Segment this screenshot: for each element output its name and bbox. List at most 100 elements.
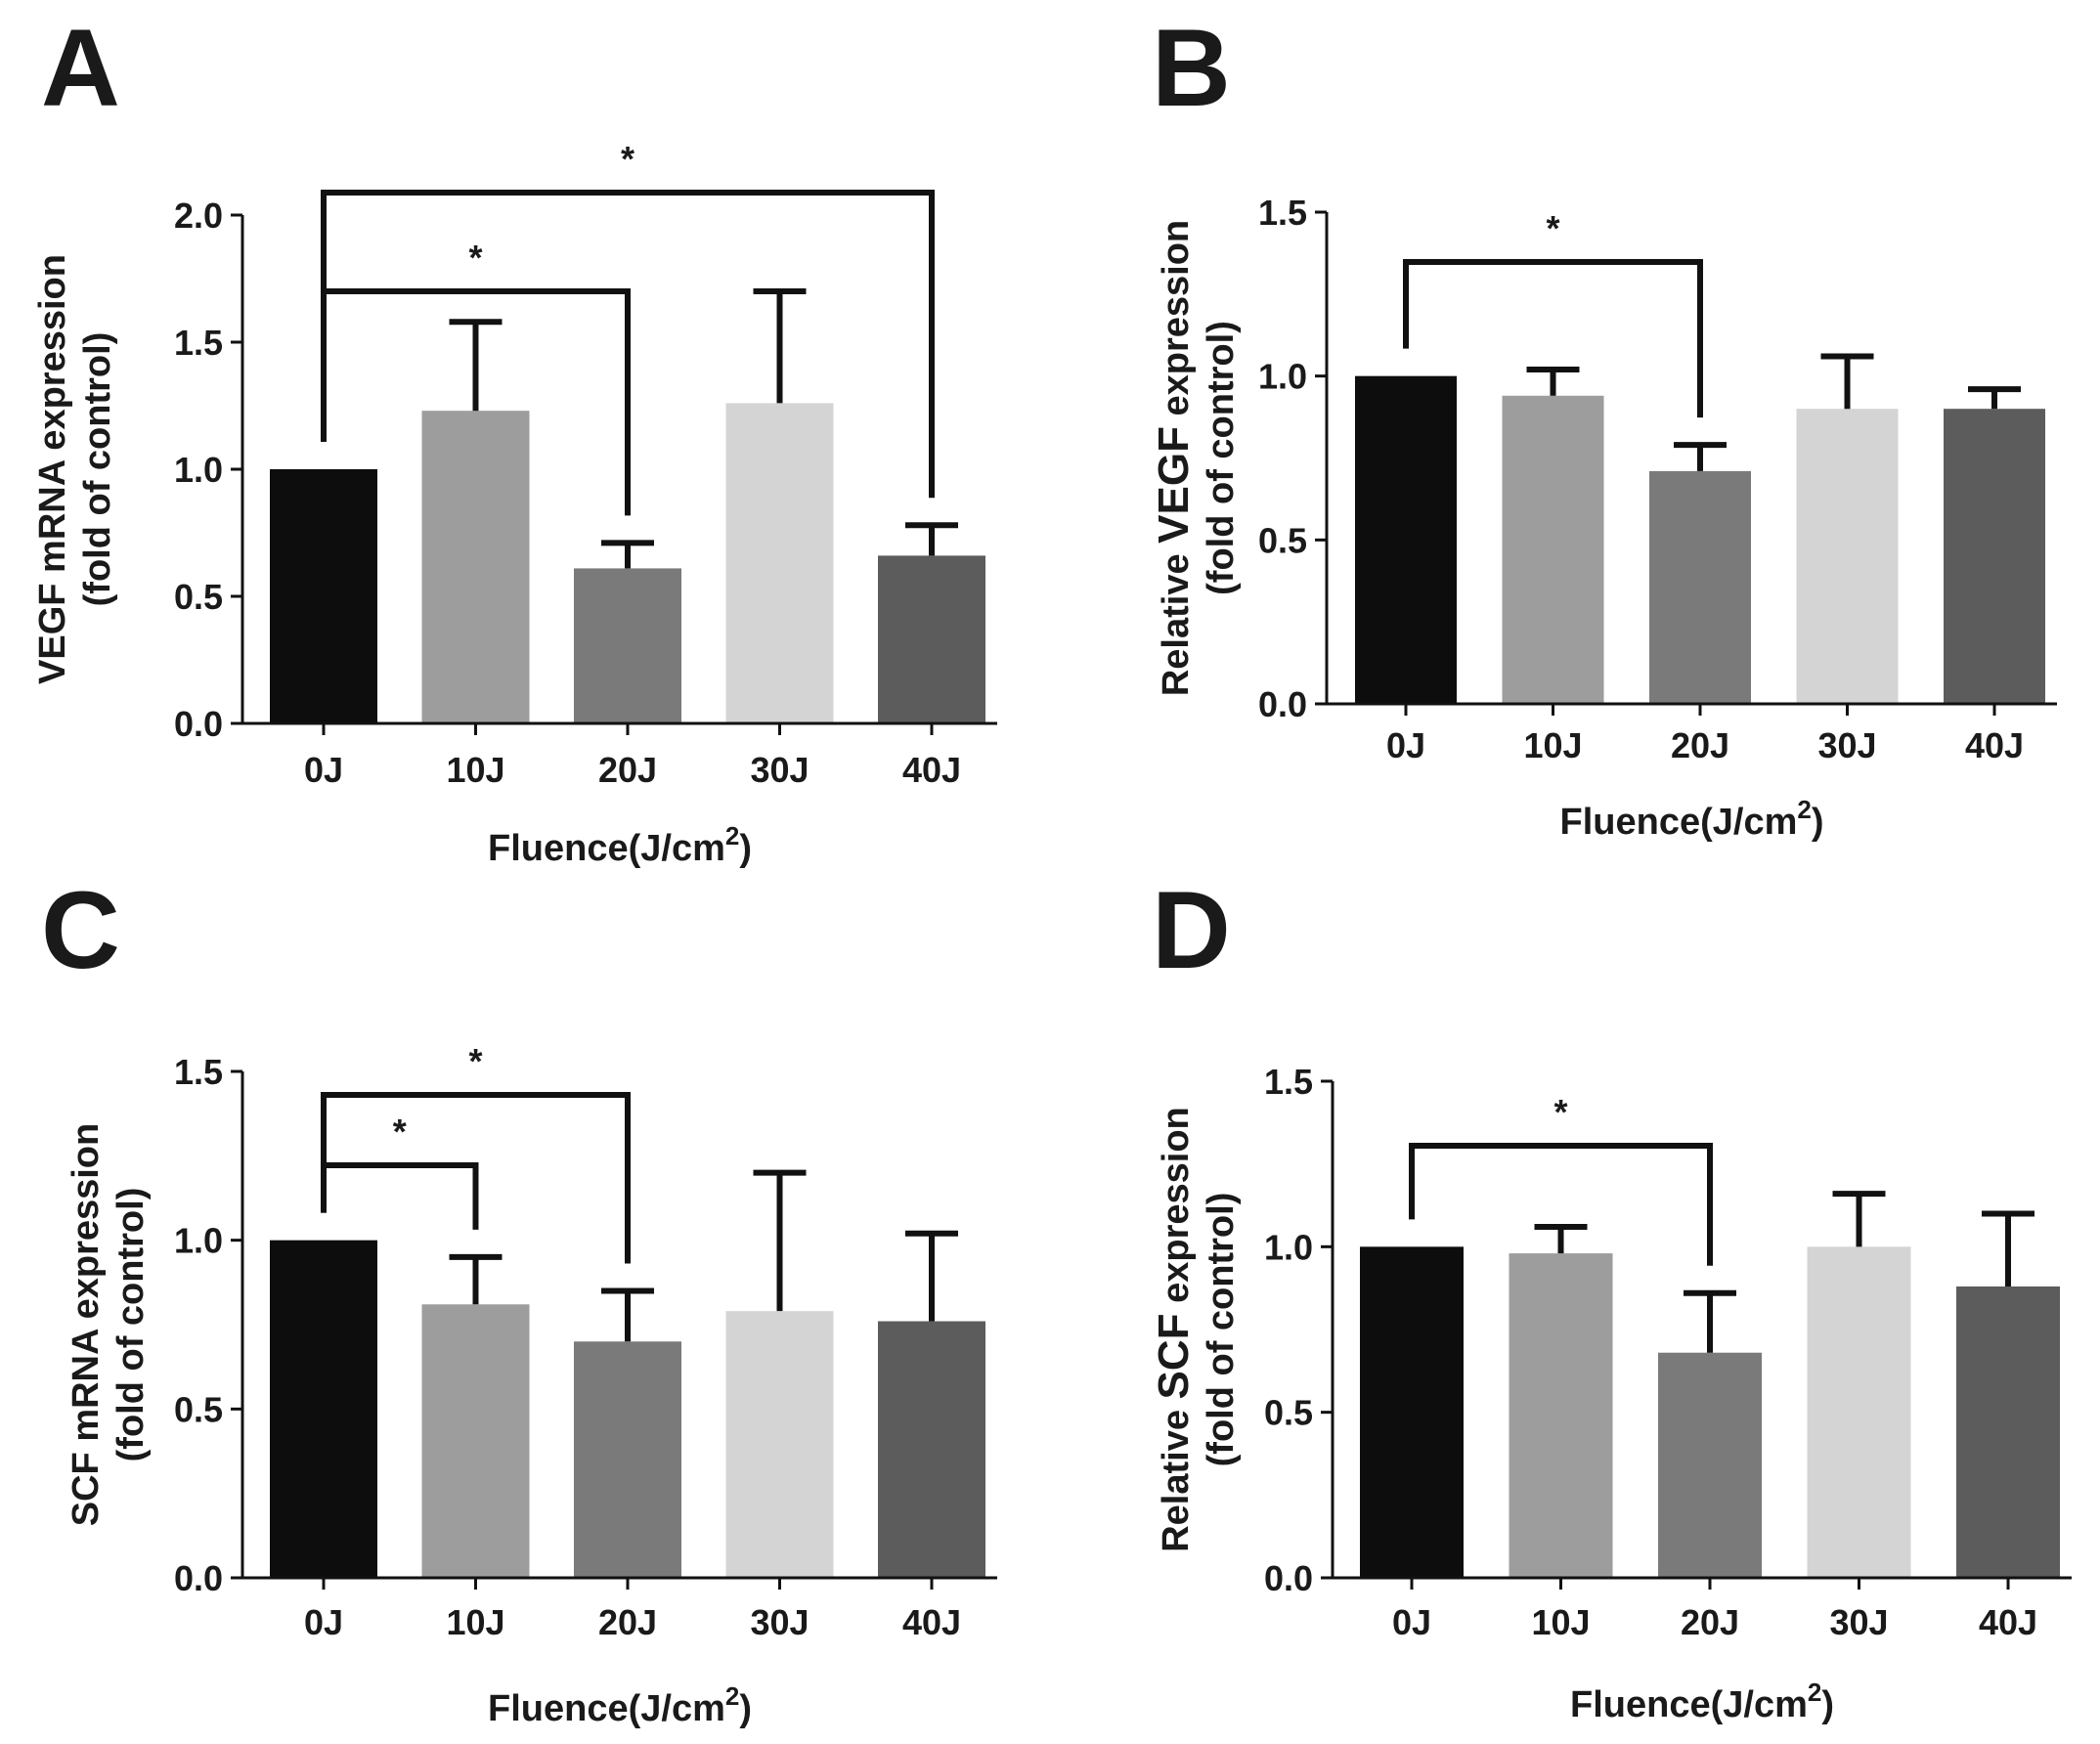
x-axis-title: Fluence(J/cm2) [488, 821, 752, 869]
y-tick-label: 1.5 [174, 1052, 223, 1092]
y-axis-title-gene: VEGF [1150, 426, 1198, 544]
x-axis-title-close: ) [739, 1688, 752, 1729]
x-axis-title-close: ) [1812, 802, 1824, 843]
y-tick-label: 0.0 [174, 1558, 223, 1598]
x-axis-title-sup: 2 [1797, 795, 1811, 824]
bar-10J [1502, 395, 1604, 704]
significance-star: * [1553, 1092, 1567, 1132]
bar-40J [878, 1321, 985, 1578]
x-tick-label: 10J [446, 750, 504, 790]
x-tick-label: 30J [750, 750, 809, 790]
significance-star: * [468, 1041, 482, 1081]
y-axis-title-suffix: expression [1156, 220, 1197, 426]
x-tick-label: 0J [1386, 725, 1425, 765]
x-axis-title: Fluence(J/cm2) [1560, 795, 1824, 843]
y-axis-title-gene: SCF [1150, 1313, 1198, 1399]
significance-bracket [1409, 1143, 1713, 1266]
panel-a: A 0J 10J 20J 30J 40J 0.0 0.5 1.0 1.5 2.0 VEGF mRNA … [32, 7, 997, 869]
x-tick-label: 10J [1531, 1602, 1590, 1642]
x-tick-label: 0J [304, 1602, 343, 1642]
x-axis-title-main: Fluence(J/cm [488, 828, 725, 869]
significance-star: * [393, 1112, 407, 1152]
x-tick-label: 20J [598, 1602, 657, 1642]
y-tick-label: 1.0 [174, 450, 223, 490]
bar-20J [1658, 1352, 1762, 1578]
y-tick-label: 1.5 [174, 323, 223, 363]
panel-letter: C [41, 869, 120, 991]
panel-letter: D [1152, 869, 1231, 991]
y-tick-label: 1.0 [1258, 357, 1307, 397]
x-tick-label: 30J [1829, 1602, 1888, 1642]
y-axis-title: Relative SCF expression (fold of control) [1150, 1107, 1242, 1552]
y-tick-label: 0.0 [174, 704, 223, 744]
y-axis-title: Relative VEGF expression (fold of control… [1150, 220, 1242, 696]
significance-bracket [1403, 259, 1703, 418]
bar-30J [725, 403, 834, 723]
y-axis-title-line: VEGF mRNA expression [32, 254, 73, 684]
x-tick-label: 40J [902, 750, 961, 790]
y-tick-label: 0.0 [1264, 1558, 1313, 1598]
bar-20J [574, 568, 681, 723]
x-axis-title: Fluence(J/cm2) [1570, 1678, 1834, 1725]
x-tick-label: 0J [1392, 1602, 1431, 1642]
bar-30J [725, 1311, 834, 1578]
x-tick-label: 10J [446, 1602, 504, 1642]
panel-b: B 0J 10J 20J 30J 40J 0.0 0.5 1.0 1.5 Relative VEGF… [1150, 7, 2057, 843]
y-tick-label: 1.5 [1258, 193, 1307, 233]
significance-bracket [321, 190, 935, 499]
x-tick-label: 20J [598, 750, 657, 790]
x-axis-title-close: ) [1821, 1684, 1834, 1725]
x-axis-title-sup: 2 [725, 1681, 739, 1711]
y-tick-label: 0.5 [174, 577, 223, 617]
x-axis-title-close: ) [739, 828, 752, 869]
significance-star: * [468, 238, 482, 278]
significance-star: * [621, 139, 634, 179]
y-axis-title-line: Relative VEGF expression [1150, 220, 1198, 696]
x-axis-title-main: Fluence(J/cm [1570, 1684, 1808, 1725]
y-tick-label: 1.0 [174, 1221, 223, 1261]
y-axis-title-line: (fold of control) [1201, 321, 1242, 595]
y-axis-title-line: Relative SCF expression [1150, 1107, 1198, 1552]
x-tick-label: 30J [1817, 725, 1876, 765]
bar-20J [1649, 470, 1751, 704]
y-axis-title-line: (fold of control) [110, 1188, 152, 1462]
x-tick-label: 20J [1681, 1602, 1739, 1642]
panel-d: D 0J 10J 20J 30J 40J 0.0 0.5 1.0 1.5 Relative SCF … [1150, 869, 2072, 1725]
x-tick-label: 0J [304, 750, 343, 790]
y-tick-label: 0.5 [1258, 520, 1307, 560]
significance-star: * [1546, 208, 1559, 248]
panel-letter: A [41, 7, 120, 129]
bar-20J [574, 1341, 681, 1578]
bar-30J [1807, 1246, 1911, 1578]
bar-0J [270, 469, 377, 723]
y-tick-label: 1.5 [1264, 1062, 1313, 1102]
y-tick-label: 0.5 [1264, 1393, 1313, 1433]
x-axis-title-main: Fluence(J/cm [488, 1688, 725, 1729]
bar-40J [878, 555, 985, 723]
y-axis-title-line: SCF mRNA expression [66, 1123, 107, 1526]
x-tick-label: 40J [902, 1602, 961, 1642]
bar-0J [1360, 1246, 1464, 1578]
y-tick-label: 2.0 [174, 196, 223, 236]
x-axis-title-sup: 2 [725, 821, 739, 850]
significance-bracket [321, 1092, 631, 1264]
bar-10J [1509, 1253, 1613, 1578]
y-axis-title: SCF mRNA expression (fold of control) [66, 1123, 152, 1526]
y-axis-title-prefix: Relative [1156, 544, 1197, 696]
y-axis-title-line: (fold of control) [1201, 1193, 1242, 1467]
bar-10J [421, 1304, 530, 1578]
x-axis-title: Fluence(J/cm2) [488, 1681, 752, 1729]
x-tick-label: 20J [1671, 725, 1729, 765]
y-tick-label: 0.0 [1258, 684, 1307, 724]
x-axis-title-main: Fluence(J/cm [1560, 802, 1798, 843]
bar-30J [1796, 409, 1899, 704]
bar-0J [270, 1240, 377, 1578]
bar-40J [1956, 1286, 2060, 1578]
x-tick-label: 40J [1979, 1602, 2037, 1642]
significance-bracket [321, 1162, 479, 1230]
bar-40J [1944, 409, 2045, 704]
x-tick-label: 40J [1965, 725, 2024, 765]
y-axis-title-suffix: expression [1156, 1107, 1197, 1313]
bar-10J [421, 411, 530, 723]
